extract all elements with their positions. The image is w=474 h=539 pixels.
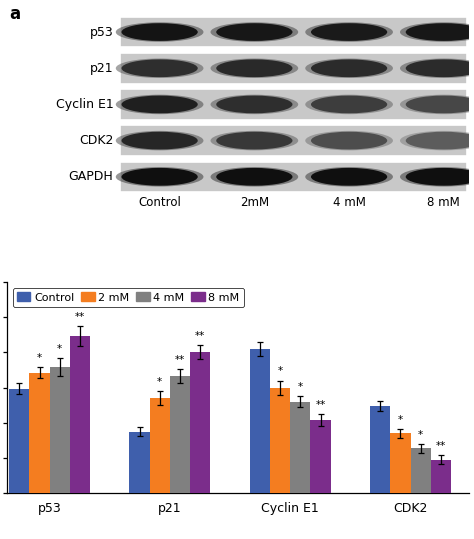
Bar xyxy=(120,89,467,120)
Text: *: * xyxy=(418,430,423,439)
Bar xyxy=(120,162,467,192)
Text: *: * xyxy=(278,366,283,376)
Bar xyxy=(370,406,390,493)
Ellipse shape xyxy=(406,168,474,185)
Bar xyxy=(390,433,410,493)
Bar xyxy=(70,336,90,493)
Text: p53: p53 xyxy=(90,25,113,39)
Ellipse shape xyxy=(216,59,292,77)
Ellipse shape xyxy=(210,22,298,42)
Bar xyxy=(270,388,290,493)
Text: **: ** xyxy=(316,399,326,410)
Bar xyxy=(120,17,467,47)
Text: **: ** xyxy=(436,441,446,451)
Bar xyxy=(120,126,467,156)
Legend: Control, 2 mM, 4 mM, 8 mM: Control, 2 mM, 4 mM, 8 mM xyxy=(13,288,244,307)
Bar xyxy=(9,389,29,493)
Ellipse shape xyxy=(210,95,298,114)
Bar xyxy=(170,376,190,493)
Text: p21: p21 xyxy=(90,62,113,75)
Ellipse shape xyxy=(311,59,387,77)
Ellipse shape xyxy=(216,168,292,185)
Text: 2mM: 2mM xyxy=(240,196,269,209)
Ellipse shape xyxy=(210,167,298,186)
Ellipse shape xyxy=(216,132,292,149)
Ellipse shape xyxy=(400,95,474,114)
Bar xyxy=(129,432,150,493)
Ellipse shape xyxy=(116,59,203,78)
Text: **: ** xyxy=(75,312,85,322)
Ellipse shape xyxy=(406,95,474,113)
Ellipse shape xyxy=(305,167,393,186)
Ellipse shape xyxy=(216,95,292,113)
Text: Control: Control xyxy=(138,196,181,209)
Bar xyxy=(120,53,467,84)
Text: **: ** xyxy=(175,355,185,365)
Text: **: ** xyxy=(195,331,205,341)
Ellipse shape xyxy=(116,95,203,114)
Ellipse shape xyxy=(121,23,198,41)
Ellipse shape xyxy=(311,95,387,113)
Ellipse shape xyxy=(311,168,387,185)
Ellipse shape xyxy=(311,23,387,41)
Bar xyxy=(431,460,451,493)
Bar xyxy=(310,420,331,493)
Bar xyxy=(410,448,431,493)
Text: Cyclin E1: Cyclin E1 xyxy=(55,98,113,111)
Text: a: a xyxy=(9,5,20,23)
Ellipse shape xyxy=(311,132,387,149)
Ellipse shape xyxy=(210,59,298,78)
Ellipse shape xyxy=(121,59,198,77)
Text: 4 mM: 4 mM xyxy=(333,196,365,209)
Ellipse shape xyxy=(121,132,198,149)
Bar xyxy=(190,353,210,493)
Text: *: * xyxy=(157,377,163,387)
Text: *: * xyxy=(398,414,403,425)
Text: GAPDH: GAPDH xyxy=(69,170,113,183)
Ellipse shape xyxy=(121,95,198,113)
Ellipse shape xyxy=(400,167,474,186)
Bar xyxy=(29,372,50,493)
Ellipse shape xyxy=(216,23,292,41)
Bar xyxy=(150,398,170,493)
Ellipse shape xyxy=(116,22,203,42)
Ellipse shape xyxy=(400,131,474,150)
Ellipse shape xyxy=(400,59,474,78)
Ellipse shape xyxy=(116,167,203,186)
Ellipse shape xyxy=(305,131,393,150)
Bar xyxy=(50,367,70,493)
Text: *: * xyxy=(57,344,63,354)
Text: *: * xyxy=(298,382,303,392)
Ellipse shape xyxy=(121,168,198,185)
Ellipse shape xyxy=(400,22,474,42)
Ellipse shape xyxy=(210,131,298,150)
Ellipse shape xyxy=(305,95,393,114)
Bar xyxy=(290,402,310,493)
Text: *: * xyxy=(37,353,42,363)
Bar xyxy=(250,349,270,493)
Text: 8 mM: 8 mM xyxy=(428,196,460,209)
Text: CDK2: CDK2 xyxy=(79,134,113,147)
Ellipse shape xyxy=(116,131,203,150)
Ellipse shape xyxy=(406,23,474,41)
Ellipse shape xyxy=(305,22,393,42)
Ellipse shape xyxy=(406,132,474,149)
Ellipse shape xyxy=(305,59,393,78)
Ellipse shape xyxy=(406,59,474,77)
